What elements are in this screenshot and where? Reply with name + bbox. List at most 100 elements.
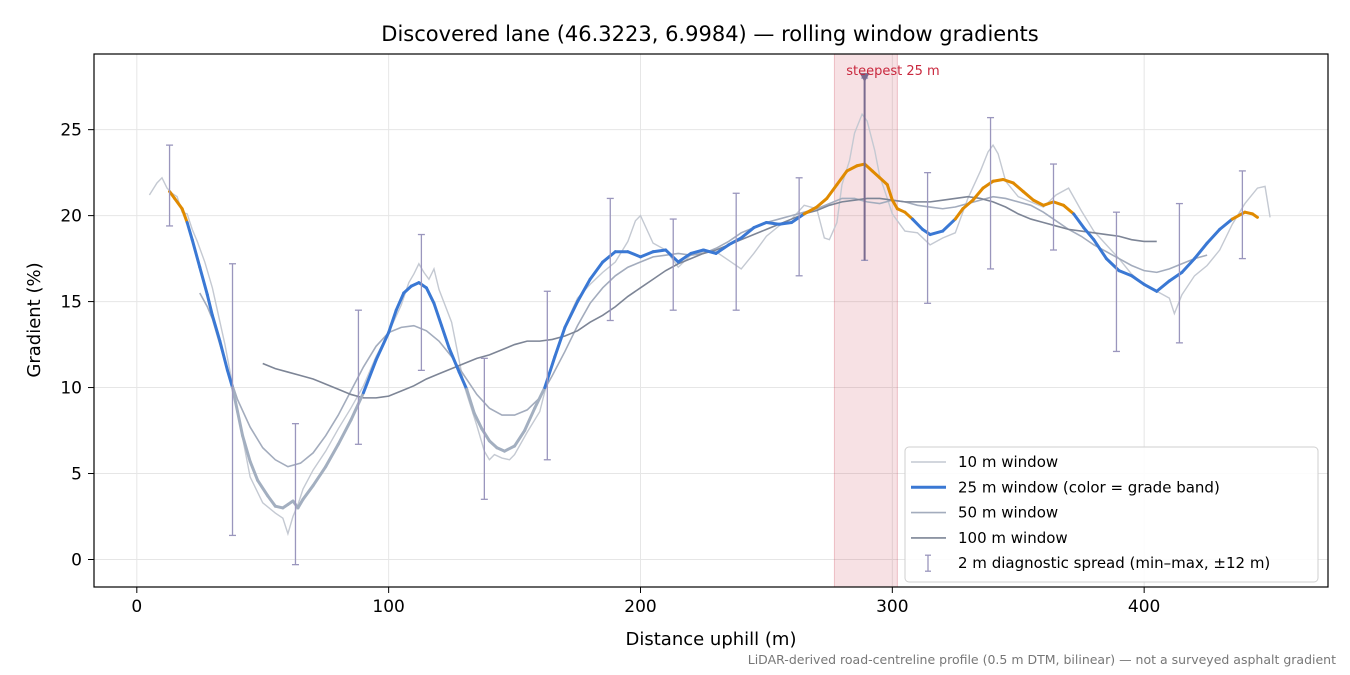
y-tick-label: 5 (71, 465, 82, 485)
series-25m-segment (971, 186, 985, 202)
diagnostic-error-bar (480, 357, 488, 500)
x-tick-label: 400 (1128, 597, 1160, 617)
series-25m-segment (487, 439, 499, 450)
series-25m-segment (1155, 279, 1171, 293)
series-25m-segment (218, 339, 229, 372)
legend-label: 50 m window (958, 504, 1058, 522)
series-25m-segment (543, 355, 557, 390)
series-25m-segment (825, 183, 839, 200)
legend-label: 25 m window (color = grade band) (958, 478, 1220, 496)
plot-frame (93, 53, 1329, 588)
series-25m-segment (714, 243, 731, 255)
series-25m-segment (764, 220, 781, 226)
series-25m-segment (349, 391, 365, 422)
diagnostic-error-bar (166, 144, 174, 227)
series-25m-segment (1180, 257, 1197, 274)
y-tick-label: 15 (60, 293, 82, 313)
series-25m-segment (921, 227, 932, 237)
series-25m-segment (878, 176, 889, 187)
series-25m-segment (910, 217, 925, 231)
series-25m-segment (961, 198, 975, 211)
series-25m-segment (173, 196, 184, 211)
diagnostic-error-bar (291, 423, 299, 566)
y-tick-label: 0 (71, 550, 82, 570)
series-25m-segment (885, 183, 894, 202)
series-25m-segment (626, 250, 642, 259)
diagnostic-error-bar (669, 218, 677, 311)
series-25m-segment (432, 301, 444, 328)
footnote: LiDAR-derived road-centreline profile (0… (748, 652, 1336, 667)
legend: 10 m window 25 m window (color = grade ba… (904, 446, 1319, 583)
series-25m-segment (777, 220, 794, 226)
diagnostic-error-bar (606, 197, 614, 322)
series-25m-segment (890, 198, 899, 211)
series-25m-segment (903, 210, 914, 221)
series-25m-segment (563, 300, 580, 329)
series-25m-segment (752, 220, 768, 230)
series-25m-segment (1218, 217, 1234, 231)
series-25m-segment (1031, 198, 1045, 207)
series-25m-segment (1062, 203, 1076, 216)
series-25m-segment (190, 238, 202, 269)
series-25m-segment (1051, 200, 1066, 207)
series-25m-segment (324, 442, 340, 469)
series-25m-segment (1092, 238, 1108, 261)
series-25m-segment (394, 291, 406, 312)
y-tick-label: 20 (60, 207, 82, 227)
steepest-marker-layer (859, 73, 870, 261)
series-25m-segment (790, 212, 806, 224)
series-25m-segment (1082, 226, 1096, 242)
series-25m-segment (941, 217, 957, 233)
series-25m-segment (301, 484, 315, 501)
series-25m-segment (447, 346, 461, 374)
legend-label: 2 m diagnostic spread (min–max, ±12 m) (958, 554, 1270, 572)
series-25m-segment (1011, 181, 1025, 194)
series-25m-segment (296, 497, 305, 510)
series-25m-segment (1041, 200, 1055, 207)
diagnostic-error-bar (1049, 163, 1057, 251)
series-25m-segment (424, 286, 436, 305)
y-tick-label: 10 (60, 379, 82, 399)
series-25m-segment (1001, 178, 1015, 185)
series-25m-segment (266, 494, 277, 508)
series-25m-segment (802, 205, 819, 216)
diagnostic-error-bar (924, 171, 932, 304)
diagnostic-error-bar (354, 309, 362, 445)
series-25m-segment (387, 308, 398, 335)
series-25m-segment (440, 324, 451, 350)
steepest-marker-icon (859, 73, 870, 83)
series-25m-segment (1142, 282, 1159, 293)
series-25m-segment (402, 284, 413, 295)
series-25m-segment (845, 164, 859, 173)
diagnostic-error-bar (1175, 202, 1183, 344)
series-25m-segment (863, 162, 874, 173)
series-25m-segment (417, 281, 428, 290)
series-25m-segment (236, 410, 245, 438)
series-25m-segment (205, 293, 214, 317)
chart-title: Discovered lane (46.3223, 6.9984) — roll… (381, 22, 1038, 46)
series-25m-segment (457, 370, 469, 391)
series-25m-segment (210, 313, 222, 343)
steepest-window-band (833, 53, 898, 588)
x-axis-ticks: 0 100 200 300 400 (131, 587, 1160, 617)
y-tick-label: 25 (60, 121, 82, 141)
series-25m-segment (739, 226, 756, 240)
steepest-window-label: steepest 25 m (846, 64, 939, 79)
series-25m-segment (248, 459, 260, 482)
series-25m-segment (1130, 274, 1146, 286)
series-25m-segment (185, 220, 194, 242)
series-25m-segment (553, 325, 567, 359)
series-25m-segment (256, 478, 270, 498)
series-25m-segment (835, 169, 849, 187)
series-25m-segment (981, 179, 995, 190)
series-25m-segment (533, 386, 547, 410)
series-layer (148, 112, 1271, 537)
legend-label: 10 m window (958, 453, 1058, 471)
y-axis-label: Gradient (%) (24, 262, 45, 377)
legend-box (904, 446, 1319, 583)
x-tick-label: 0 (131, 597, 142, 617)
legend-label: 100 m window (958, 529, 1068, 547)
series-25m-segment (336, 418, 353, 446)
x-axis-label: Distance uphill (m) (626, 629, 797, 650)
